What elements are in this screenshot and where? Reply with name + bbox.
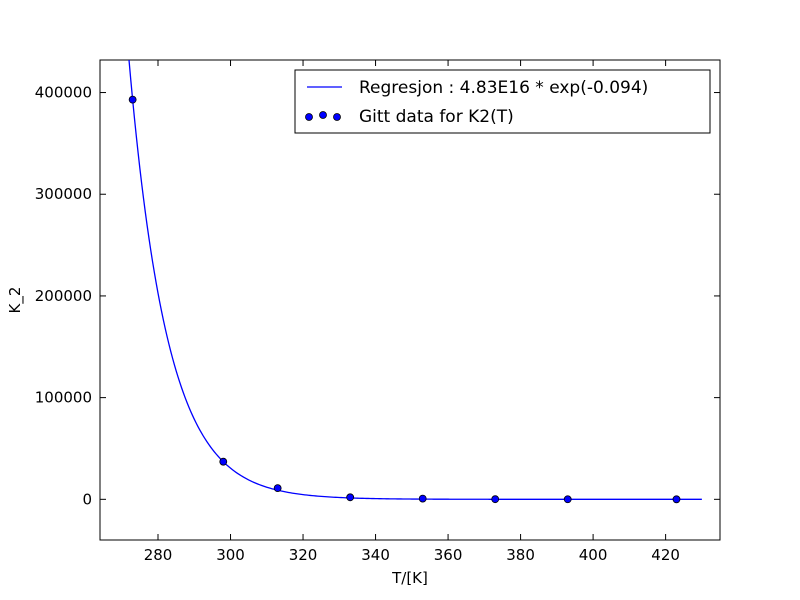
axes-frame (99, 59, 721, 541)
y-tick-label: 400000 (35, 84, 92, 102)
x-tick-label: 340 (361, 546, 390, 564)
y-tick-label: 200000 (35, 287, 92, 305)
x-axis-label: T/[K] (391, 569, 428, 587)
x-tick-label: 420 (651, 546, 680, 564)
y-tick-label: 0 (82, 490, 92, 508)
data-point (672, 495, 681, 504)
y-axis-label: K_2 (6, 287, 25, 314)
legend: Regresjon : 4.83E16 * exp(-0.094) Gitt da… (294, 69, 711, 134)
data-point (219, 457, 228, 466)
data-layer (128, 60, 702, 504)
x-tick-label: 360 (434, 546, 463, 564)
x-tick-label: 280 (144, 546, 173, 564)
y-tick-label: 100000 (35, 389, 92, 407)
legend-label-data: Gitt data for K2(T) (359, 107, 514, 127)
data-point (346, 493, 355, 502)
ticks-layer: 280 300 320 340 360 380 400 420 0 100000 200000 300… (35, 60, 720, 564)
legend-scatter-swatch (333, 113, 341, 121)
legend-label-regression: Regresjon : 4.83E16 * exp(-0.094) (359, 78, 648, 98)
x-tick-label: 300 (216, 546, 245, 564)
x-tick-label: 320 (289, 546, 318, 564)
x-tick-label: 400 (579, 546, 608, 564)
data-point (273, 484, 282, 493)
legend-frame (294, 69, 711, 134)
x-tick-label: 380 (506, 546, 535, 564)
legend-scatter-swatch (305, 113, 313, 121)
data-point (128, 95, 137, 104)
plot-area (99, 59, 721, 541)
legend-scatter-swatch (319, 111, 327, 119)
data-point (563, 495, 572, 504)
y-tick-label: 300000 (35, 185, 92, 203)
data-point (418, 494, 427, 503)
data-point (491, 495, 500, 504)
